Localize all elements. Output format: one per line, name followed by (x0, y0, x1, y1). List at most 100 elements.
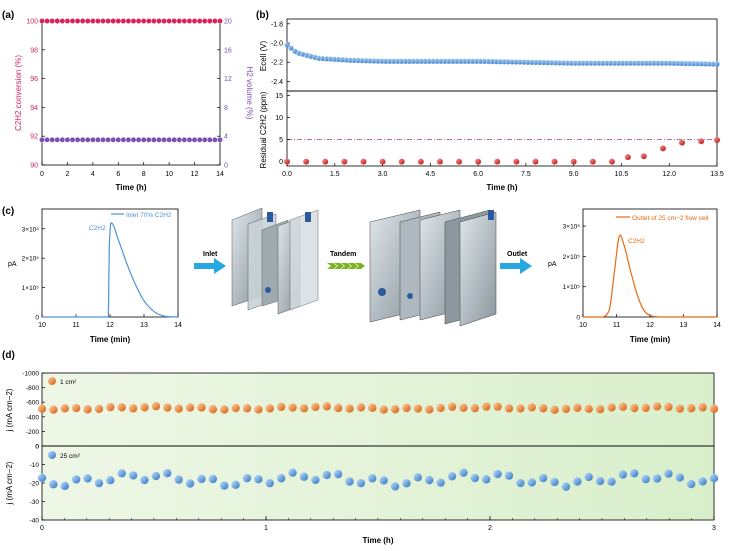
voltage-point (386, 58, 393, 64)
y-tick-label-left: 100 (26, 19, 38, 26)
inlet-arrow: Inlet (194, 251, 226, 274)
conversion-point (146, 18, 152, 24)
current-density-25cm2-point (208, 474, 218, 484)
voltage-point (450, 58, 456, 64)
residual-c2h2-point (570, 158, 577, 165)
conversion-point (125, 18, 132, 24)
voltage-point (674, 60, 681, 66)
current-density-25cm2-point (630, 469, 639, 478)
conversion-point (176, 18, 183, 24)
y-tick-label-top: 0 (35, 444, 39, 451)
residual-c2h2-point (284, 158, 290, 165)
conversion-point (217, 18, 223, 24)
h2-volume-point (201, 137, 208, 143)
current-density-25cm2-point (687, 479, 696, 489)
current-density-25cm2-point (436, 478, 445, 487)
voltage-point (544, 60, 550, 66)
current-density-25cm2-point (470, 473, 480, 483)
voltage-point (465, 58, 472, 64)
conversion-point (49, 18, 55, 24)
voltage-point (599, 60, 606, 66)
current-density-1cm2-point (675, 404, 685, 413)
inlet-peak-label: C2H2 (89, 225, 106, 232)
voltage-point (584, 60, 590, 66)
residual-c2h2-point (551, 158, 558, 165)
current-density-25cm2-point (288, 468, 297, 477)
voltage-point (461, 58, 468, 64)
current-density-1cm2-point (698, 403, 707, 412)
voltage-point (596, 60, 602, 66)
voltage-point (532, 59, 539, 65)
voltage-point (296, 50, 302, 56)
h2-volume-point (217, 137, 223, 143)
voltage-point (517, 59, 523, 65)
current-density-25cm2-point (584, 472, 593, 482)
y-tick-label-left: 90 (30, 163, 38, 170)
y-tick-label-right: 16 (224, 47, 232, 54)
panel-c-outlet-ylabel: pA (548, 261, 557, 268)
outlet-peak-label: C2H2 (628, 238, 645, 245)
y-tick-label-top: -400 (26, 414, 39, 421)
current-density-25cm2-point (709, 473, 719, 483)
y-tick-label-top: -800 (26, 385, 39, 392)
voltage-point (690, 61, 696, 67)
current-density-1cm2-point (538, 404, 548, 413)
current-density-25cm2-point (493, 469, 502, 479)
conversion-point (115, 18, 122, 24)
h2-volume-point (135, 137, 142, 143)
conversion-point (59, 18, 66, 24)
conversion-point (130, 18, 137, 24)
voltage-point (315, 55, 322, 61)
voltage-point (418, 58, 424, 64)
voltage-point (430, 58, 436, 64)
current-density-25cm2-point (242, 473, 252, 483)
voltage-point (394, 58, 401, 64)
current-density-1cm2-point (60, 404, 69, 413)
current-density-1cm2-point (618, 402, 628, 411)
residual-c2h2-point (436, 158, 443, 165)
voltage-point (426, 58, 432, 64)
outlet-arrow-label: Outlet (507, 251, 528, 258)
h2-volume-point (100, 137, 106, 143)
voltage-point (702, 61, 708, 67)
h2-volume-point (105, 137, 111, 143)
voltage-point (288, 45, 294, 51)
voltage-point (659, 60, 665, 66)
h2-volume-point (74, 137, 81, 143)
conversion-point (110, 18, 116, 24)
voltage-point (292, 48, 298, 54)
current-density-25cm2-point (459, 468, 468, 477)
conversion-point (44, 18, 50, 24)
current-density-1cm2-point (595, 405, 605, 414)
voltage-point (367, 58, 373, 64)
x-tick-label: 10 (579, 322, 587, 329)
panel-b-ylabel-top: Ecell (V) (259, 41, 268, 72)
current-density-1cm2-point (607, 403, 616, 412)
voltage-point (339, 57, 345, 63)
y-tick-label-left: 94 (30, 105, 38, 112)
conversion-point (90, 18, 96, 24)
x-tick-label: 1.5 (330, 171, 340, 178)
current-density-1cm2-point (470, 403, 480, 413)
current-density-25cm2-point (345, 477, 354, 486)
current-density-25cm2-point (652, 474, 662, 483)
current-density-25cm2-point (185, 479, 195, 488)
current-density-1cm2-point (482, 402, 491, 411)
voltage-point (552, 60, 558, 66)
voltage-point (572, 60, 578, 66)
residual-c2h2-point (341, 158, 348, 165)
panel-d-chart: 0 1 2 3-1000-800-600-400-2000-40-30-20-100 … (5, 371, 719, 545)
voltage-point (714, 61, 720, 67)
current-density-25cm2-point (299, 472, 309, 481)
voltage-point (343, 57, 349, 63)
x-tick-label: 13.5 (710, 171, 724, 178)
residual-c2h2-point (640, 153, 647, 160)
y-tick-label-left: 96 (30, 76, 38, 83)
h2-volume-point (69, 137, 76, 143)
current-density-1cm2-point (299, 404, 309, 413)
voltage-point (588, 60, 594, 66)
current-density-25cm2-point (106, 475, 115, 485)
x-tick-label: 13 (680, 322, 688, 329)
current-density-1cm2-point (527, 403, 536, 412)
x-tick-label: 12 (191, 171, 199, 178)
